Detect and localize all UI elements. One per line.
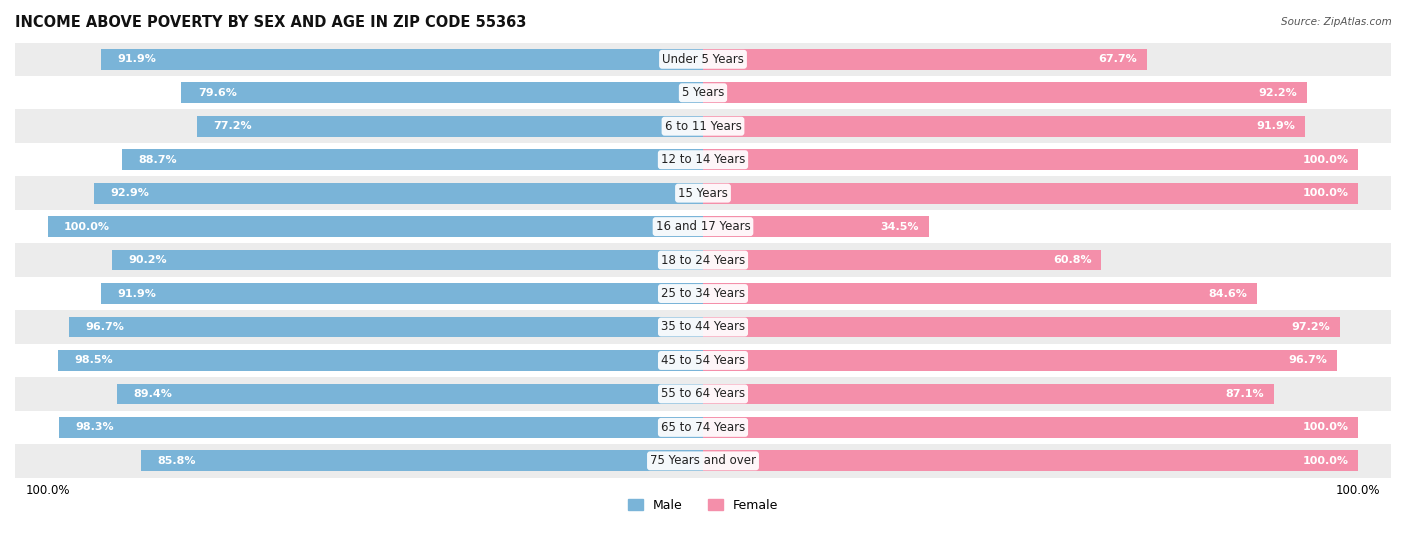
Bar	[703, 350, 1337, 371]
Bar	[117, 383, 703, 404]
Text: 16 and 17 Years: 16 and 17 Years	[655, 220, 751, 233]
Text: 85.8%: 85.8%	[157, 456, 195, 466]
Text: 96.7%: 96.7%	[86, 322, 125, 332]
Text: 75 Years and over: 75 Years and over	[650, 454, 756, 467]
Bar	[181, 82, 703, 103]
Bar	[15, 444, 1391, 477]
Bar	[59, 417, 703, 438]
Bar	[15, 411, 1391, 444]
Text: INCOME ABOVE POVERTY BY SEX AND AGE IN ZIP CODE 55363: INCOME ABOVE POVERTY BY SEX AND AGE IN Z…	[15, 15, 526, 30]
Bar	[703, 417, 1358, 438]
Text: 98.3%: 98.3%	[76, 423, 114, 433]
Bar	[58, 350, 703, 371]
Bar	[703, 149, 1358, 170]
Bar	[101, 49, 703, 70]
Bar	[112, 250, 703, 271]
Bar	[141, 451, 703, 471]
Bar	[15, 177, 1391, 210]
Text: 92.9%: 92.9%	[111, 188, 149, 198]
Bar	[15, 210, 1391, 243]
Bar	[15, 344, 1391, 377]
Text: 91.9%: 91.9%	[117, 288, 156, 299]
Bar	[69, 316, 703, 338]
Bar	[15, 110, 1391, 143]
Text: 79.6%: 79.6%	[198, 88, 236, 98]
Text: 65 to 74 Years: 65 to 74 Years	[661, 421, 745, 434]
Bar	[197, 116, 703, 136]
Bar	[15, 277, 1391, 310]
Bar	[15, 377, 1391, 411]
Text: 88.7%: 88.7%	[138, 155, 177, 165]
Bar	[15, 42, 1391, 76]
Text: 98.5%: 98.5%	[75, 356, 112, 366]
Text: Under 5 Years: Under 5 Years	[662, 53, 744, 66]
Text: 96.7%: 96.7%	[1288, 356, 1327, 366]
Text: 35 to 44 Years: 35 to 44 Years	[661, 320, 745, 334]
Bar	[101, 283, 703, 304]
Text: 90.2%: 90.2%	[128, 255, 167, 265]
Bar	[15, 243, 1391, 277]
Legend: Male, Female: Male, Female	[623, 494, 783, 517]
Bar	[15, 310, 1391, 344]
Text: 60.8%: 60.8%	[1053, 255, 1091, 265]
Bar	[703, 82, 1308, 103]
Text: 5 Years: 5 Years	[682, 86, 724, 100]
Bar	[703, 451, 1358, 471]
Bar	[48, 216, 703, 237]
Bar	[703, 49, 1147, 70]
Bar	[15, 76, 1391, 110]
Text: 18 to 24 Years: 18 to 24 Years	[661, 254, 745, 267]
Text: 34.5%: 34.5%	[880, 221, 920, 231]
Bar	[703, 283, 1257, 304]
Text: 77.2%: 77.2%	[214, 121, 252, 131]
Text: 91.9%: 91.9%	[1257, 121, 1295, 131]
Text: 100.0%: 100.0%	[1302, 423, 1348, 433]
Text: Source: ZipAtlas.com: Source: ZipAtlas.com	[1281, 17, 1392, 27]
Text: 15 Years: 15 Years	[678, 187, 728, 200]
Bar	[703, 216, 929, 237]
Text: 6 to 11 Years: 6 to 11 Years	[665, 120, 741, 132]
Text: 55 to 64 Years: 55 to 64 Years	[661, 387, 745, 400]
Text: 100.0%: 100.0%	[1302, 456, 1348, 466]
Text: 100.0%: 100.0%	[1302, 188, 1348, 198]
Text: 89.4%: 89.4%	[134, 389, 173, 399]
Bar	[15, 143, 1391, 177]
Text: 25 to 34 Years: 25 to 34 Years	[661, 287, 745, 300]
Text: 67.7%: 67.7%	[1098, 54, 1137, 64]
Bar	[703, 250, 1101, 271]
Text: 12 to 14 Years: 12 to 14 Years	[661, 153, 745, 166]
Text: 84.6%: 84.6%	[1209, 288, 1247, 299]
Text: 92.2%: 92.2%	[1258, 88, 1298, 98]
Text: 100.0%: 100.0%	[1302, 155, 1348, 165]
Bar	[122, 149, 703, 170]
Text: 45 to 54 Years: 45 to 54 Years	[661, 354, 745, 367]
Bar	[703, 383, 1274, 404]
Text: 91.9%: 91.9%	[117, 54, 156, 64]
Text: 97.2%: 97.2%	[1291, 322, 1330, 332]
Bar	[94, 183, 703, 203]
Bar	[703, 316, 1340, 338]
Bar	[703, 183, 1358, 203]
Text: 100.0%: 100.0%	[65, 221, 110, 231]
Text: 87.1%: 87.1%	[1225, 389, 1264, 399]
Bar	[703, 116, 1305, 136]
